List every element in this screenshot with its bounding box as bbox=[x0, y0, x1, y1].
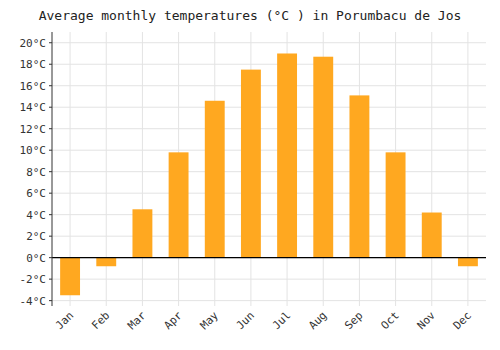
tick-label: Feb bbox=[89, 309, 112, 332]
tick-mark bbox=[49, 171, 52, 172]
tick-label: 20°C bbox=[20, 37, 47, 50]
bar bbox=[277, 53, 297, 257]
tick-label: 4°C bbox=[26, 209, 46, 222]
bar bbox=[132, 209, 152, 257]
bar bbox=[205, 101, 225, 258]
grid-line bbox=[52, 257, 486, 258]
tick-mark bbox=[49, 193, 52, 194]
tick-mark bbox=[49, 64, 52, 65]
tick-label: 8°C bbox=[26, 166, 46, 179]
tick-label: Jul bbox=[270, 309, 293, 332]
grid-line bbox=[52, 107, 486, 108]
bar bbox=[96, 258, 116, 267]
bar bbox=[422, 213, 442, 258]
tick-mark bbox=[49, 214, 52, 215]
grid-line bbox=[52, 42, 486, 43]
title: Average monthly temperatures (°C ) in Po… bbox=[39, 8, 462, 23]
grid-line bbox=[52, 193, 486, 194]
bar bbox=[169, 152, 189, 257]
tick-mark bbox=[49, 300, 52, 301]
tick-label: 18°C bbox=[20, 58, 47, 71]
grid-line bbox=[52, 279, 486, 280]
grid-line bbox=[52, 214, 486, 215]
bars bbox=[60, 53, 478, 295]
tick-mark bbox=[49, 42, 52, 43]
tick-label: -2°C bbox=[20, 273, 47, 286]
tick-label: 12°C bbox=[20, 123, 47, 136]
tick-mark bbox=[49, 150, 52, 151]
bar bbox=[241, 70, 261, 258]
grid-line bbox=[52, 300, 486, 301]
chart: Average monthly temperatures (°C ) in Po… bbox=[0, 0, 500, 350]
grid-line bbox=[52, 236, 486, 237]
grid-line bbox=[142, 32, 143, 306]
bar bbox=[349, 95, 369, 257]
tick-label: Apr bbox=[161, 309, 185, 333]
tick-label: 16°C bbox=[20, 80, 47, 93]
x-axis: Jan Feb Mar Apr May Jun Jul Aug Sep Oct Nov Dec bbox=[53, 309, 474, 333]
tick-label: Nov bbox=[415, 309, 439, 333]
bar bbox=[60, 258, 80, 296]
tick-label: Aug bbox=[306, 309, 329, 332]
tick-mark bbox=[49, 128, 52, 129]
tick-mark bbox=[49, 257, 52, 258]
tick-label: Dec bbox=[451, 309, 474, 332]
tick-label: 0°C bbox=[26, 252, 46, 265]
zero-line bbox=[52, 257, 486, 258]
tick-label: Jan bbox=[53, 309, 76, 332]
tick-label: 10°C bbox=[20, 144, 47, 157]
tick-label: Sep bbox=[342, 309, 365, 332]
bar bbox=[458, 258, 478, 267]
grid-line bbox=[52, 64, 486, 65]
tick-label: 6°C bbox=[26, 187, 46, 200]
tick-label: May bbox=[198, 309, 222, 333]
grid-line bbox=[52, 150, 486, 151]
grid-line bbox=[52, 85, 486, 86]
tick-mark bbox=[49, 236, 52, 237]
tick-mark bbox=[49, 85, 52, 86]
bar bbox=[386, 152, 406, 257]
y-axis: -4°C -2°C 0°C 2°C 4°C 6°C 8°C 10°C 12°C 14°C 16°C 1… bbox=[20, 32, 53, 308]
tick-label: Mar bbox=[125, 309, 149, 333]
tick-mark bbox=[49, 107, 52, 108]
grid bbox=[52, 32, 486, 306]
tick-label: -4°C bbox=[20, 295, 47, 308]
tick-label: Oct bbox=[378, 309, 401, 332]
tick-label: Jun bbox=[234, 309, 257, 332]
axis-line bbox=[52, 32, 53, 306]
grid-line bbox=[431, 32, 432, 306]
bar bbox=[313, 57, 333, 258]
tick-label: 14°C bbox=[20, 101, 47, 114]
tick-mark bbox=[49, 279, 52, 280]
tick-label: 2°C bbox=[26, 230, 46, 243]
grid-line bbox=[52, 128, 486, 129]
grid-line bbox=[52, 171, 486, 172]
